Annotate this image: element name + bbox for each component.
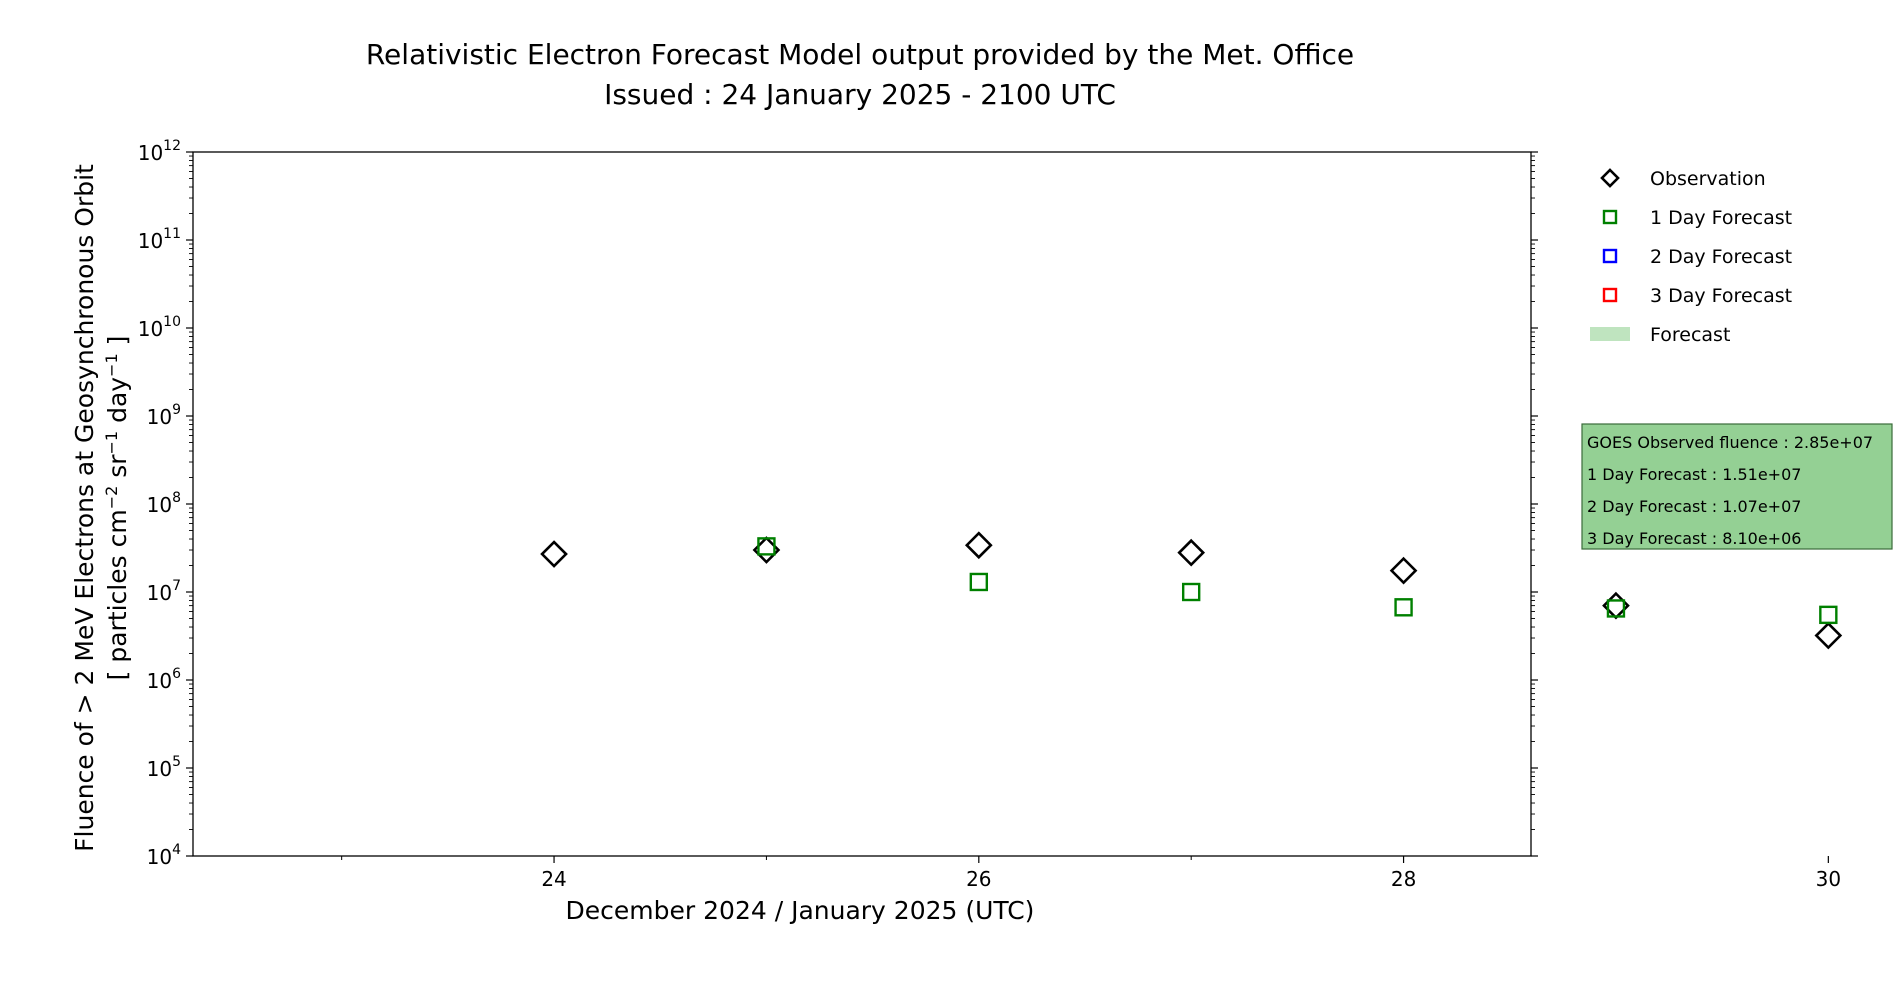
y-tick-label: 1012: [138, 138, 181, 165]
y-label-part-2: sr: [103, 454, 132, 486]
forecast-point: [757, 537, 776, 556]
y-tick-label: 108: [147, 490, 181, 517]
y-tick-label: 105: [147, 754, 181, 781]
legend: Observation 1 Day Forecast 2 Day Forecast 3…: [1590, 168, 1792, 346]
legend-marker-square: [1602, 248, 1618, 264]
legend-label: Forecast: [1650, 324, 1730, 346]
y-tick-exponent: 10: [163, 314, 181, 330]
legend-marker-diamond: [1600, 168, 1620, 188]
x-tick-label: 26: [966, 867, 991, 891]
y-label-sup-1: −2: [102, 486, 121, 510]
y-tick-label: 107: [147, 578, 181, 605]
x-tick-label: 24: [541, 867, 566, 891]
forecast-point: [1394, 598, 1413, 617]
y-tick-base: 10: [138, 141, 163, 165]
y-tick-exponent: 6: [172, 666, 181, 682]
y-tick-base: 10: [147, 493, 172, 517]
y-axis-label-line1-group: Fluence of > 2 MeV Electrons at Geosynch…: [70, 164, 99, 852]
series-1-day-forecast: [757, 537, 1838, 625]
y-label-part-4: ]: [103, 336, 132, 354]
info-line: 2 Day Forecast : 1.07e+07: [1587, 497, 1801, 516]
y-tick-base: 10: [138, 317, 163, 341]
legend-label: 1 Day Forecast: [1650, 207, 1792, 229]
legend-label: 3 Day Forecast: [1650, 285, 1792, 307]
y-tick-exponent: 8: [172, 490, 181, 506]
info-line: 3 Day Forecast : 8.10e+06: [1587, 529, 1801, 548]
legend-marker-square: [1602, 287, 1618, 303]
y-tick-exponent: 11: [163, 226, 181, 242]
series-layer: [540, 531, 1843, 650]
x-tick-label: 30: [1816, 867, 1841, 891]
legend-marker-square: [1602, 209, 1618, 225]
info-line: 1 Day Forecast : 1.51e+07: [1587, 465, 1801, 484]
y-tick-base: 10: [147, 581, 172, 605]
y-tick-base: 10: [147, 757, 172, 781]
y-tick-exponent: 5: [172, 754, 181, 770]
observation-point: [540, 540, 568, 568]
observation-point: [1177, 538, 1206, 567]
y-label-sup-2: −1: [102, 431, 121, 455]
y-tick-base: 10: [138, 229, 163, 253]
y-tick-label: 104: [147, 842, 181, 869]
info-box-background: [1581, 423, 1893, 550]
chart-subtitle: Issued : 24 January 2025 - 2100 UTC: [604, 78, 1116, 111]
fluence-info-box: GOES Observed fluence : 2.85e+07 1 Day Fo…: [1581, 423, 1893, 550]
y-axis-label-line1: Fluence of > 2 MeV Electrons at Geosynch…: [70, 164, 99, 852]
y-tick-label: 106: [147, 666, 181, 693]
y-tick-exponent: 12: [163, 138, 181, 154]
legend-label: Observation: [1650, 168, 1766, 190]
observation-point: [964, 531, 993, 560]
chart-title: Relativistic Electron Forecast Model out…: [366, 38, 1354, 71]
x-tick-label: 28: [1391, 867, 1416, 891]
y-tick-base: 10: [147, 405, 172, 429]
y-tick-label: 109: [147, 402, 181, 429]
y-label-part-1: [ particles cm: [103, 509, 132, 680]
forecast-point: [1819, 605, 1838, 625]
forecast-point: [1181, 582, 1201, 602]
y-tick-label: 1011: [138, 226, 181, 253]
x-axis-label: December 2024 / January 2025 (UTC): [566, 896, 1035, 925]
observation-point: [1389, 556, 1418, 585]
legend-label: 2 Day Forecast: [1650, 246, 1792, 268]
y-tick-label: 1010: [138, 314, 181, 341]
y-axis-label-line2-group: [ particles cm−2 sr−1 day−1 ]: [102, 336, 133, 681]
y-tick-base: 10: [147, 845, 172, 869]
y-label-part-3: day: [103, 377, 132, 431]
plot-area-frame: [192, 151, 1532, 857]
y-tick-exponent: 7: [172, 578, 181, 594]
y-tick-exponent: 4: [172, 842, 181, 858]
x-axis: 242628300103050709111315171921232527: [341, 856, 1841, 891]
y-axis-label-line2: [ particles cm−2 sr−1 day−1 ]: [102, 336, 133, 681]
y-label-sup-3: −1: [102, 353, 121, 377]
forecast-point: [969, 572, 989, 592]
y-tick-base: 10: [147, 669, 172, 693]
y-tick-exponent: 9: [172, 402, 181, 418]
info-line: GOES Observed fluence : 2.85e+07: [1587, 433, 1873, 452]
observation-point: [1814, 621, 1843, 650]
forecast-point: [1606, 599, 1626, 618]
legend-marker-patch: [1590, 327, 1630, 341]
